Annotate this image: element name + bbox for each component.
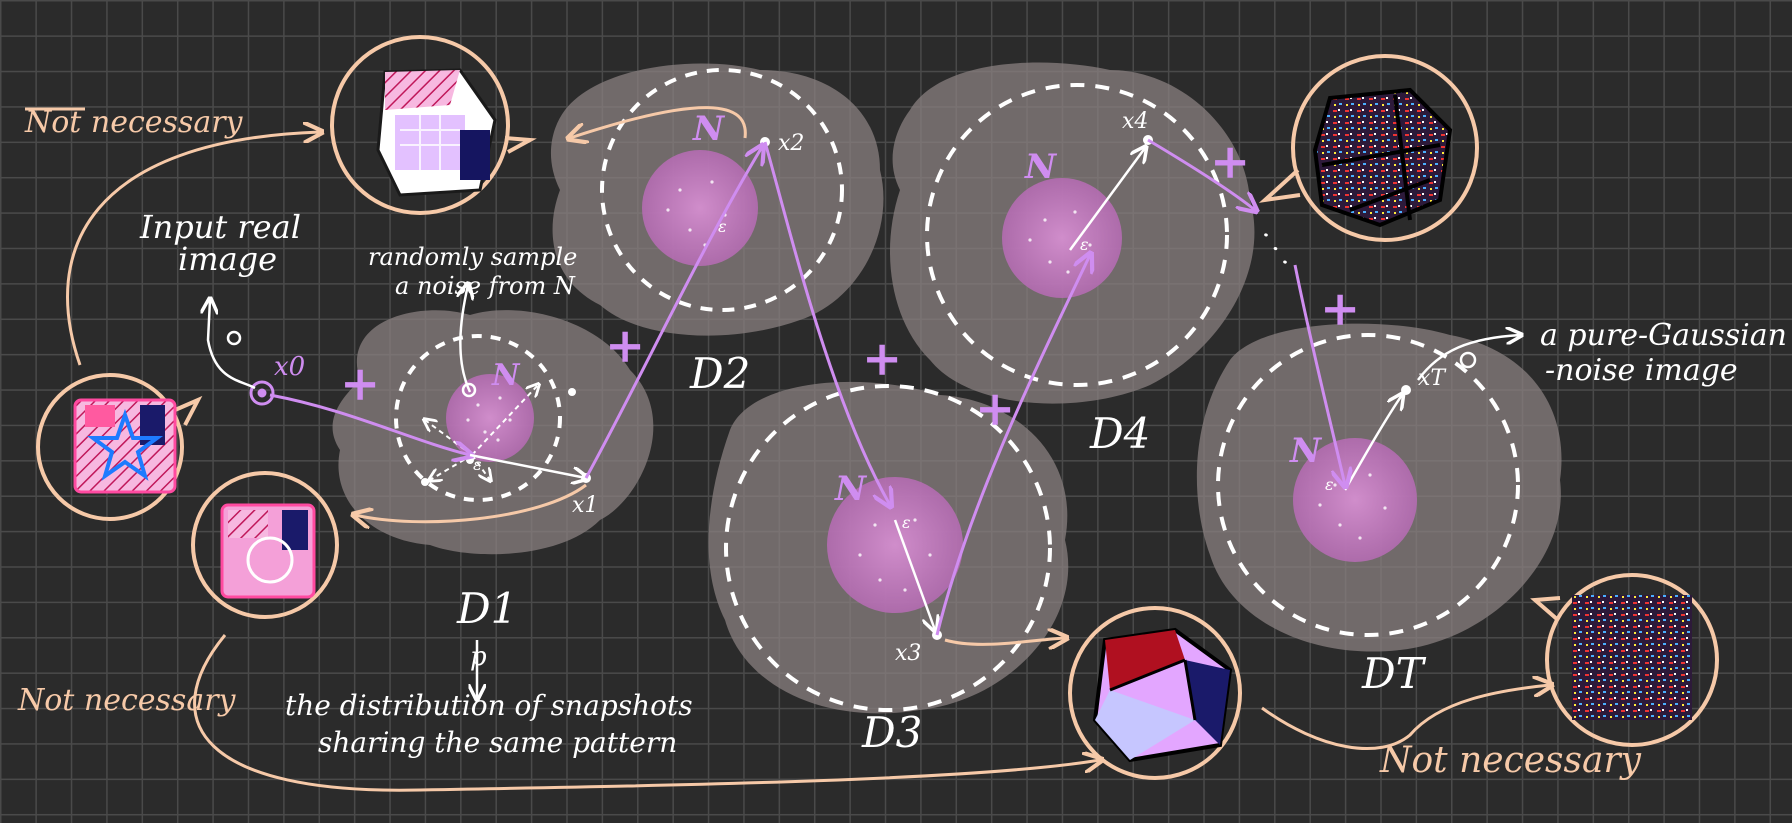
x4-label: x4 xyxy=(1122,109,1148,134)
d3-noise-blob xyxy=(827,477,963,613)
snapshot-image-icon xyxy=(1092,627,1233,763)
bubble-top-right-snapshot xyxy=(1258,54,1479,242)
d1-label: D1 xyxy=(456,584,517,633)
xt-point xyxy=(1401,385,1411,395)
plus-1: + xyxy=(340,356,380,412)
plus-3: + xyxy=(862,331,902,387)
d3-noise-label: N xyxy=(834,469,868,509)
annotation-arrows xyxy=(208,285,1520,698)
distribution-line2: sharing the same pattern xyxy=(318,726,677,759)
peach-connectors xyxy=(25,106,1550,792)
d4-epsilon: ε xyxy=(1080,235,1089,254)
p-label: p xyxy=(470,642,487,672)
d2-label: D2 xyxy=(689,349,750,398)
not-necessary-left: Not necessary xyxy=(17,683,237,718)
d2-epsilon: ε xyxy=(718,217,727,236)
dt-label: DT xyxy=(1361,649,1427,698)
distribution-dt: N ε xT DT xyxy=(1196,323,1562,698)
plus-2: + xyxy=(605,318,645,374)
forward-trajectory xyxy=(249,138,1345,635)
ellipsis: · · · xyxy=(1251,224,1299,275)
x2-label: x2 xyxy=(778,131,804,156)
d4-noise-label: N xyxy=(1024,147,1058,187)
distribution-d3: N ε x3 D3 xyxy=(708,381,1069,757)
bubble-left-snapshot xyxy=(191,471,339,619)
d2-noise-label: N xyxy=(692,109,726,149)
d3-label: D3 xyxy=(861,708,922,757)
x0-point xyxy=(249,380,275,406)
d1-noise-blob xyxy=(446,374,534,462)
randomly-sample-line1: randomly sample xyxy=(368,243,577,271)
annotations: Not necessary Input real image randomly … xyxy=(17,105,1787,781)
bubble-top-snapshot xyxy=(330,35,537,215)
d1-dashed-ring xyxy=(394,334,562,502)
d2-dashed-ring xyxy=(600,68,844,312)
not-necessary-bottom: Not necessary xyxy=(1379,740,1642,781)
input-real-image-line1: Input real xyxy=(139,208,301,246)
d4-label: D4 xyxy=(1089,409,1150,458)
d4-dashed-ring xyxy=(925,83,1229,387)
pure-gaussian-line1: a pure-Gaussian xyxy=(1540,318,1787,353)
bubble-input-image xyxy=(36,373,203,521)
not-necessary-top: Not necessary xyxy=(24,105,244,140)
x0-label: x0 xyxy=(274,352,305,382)
bubble-bottom-snapshot xyxy=(1068,606,1242,780)
d1-noise-label: N xyxy=(491,358,521,393)
xt-label: xT xyxy=(1418,366,1447,391)
d1-epsilon: ε xyxy=(473,455,482,474)
pure-gaussian-line2: -noise image xyxy=(1545,353,1738,388)
input-real-image-line2: image xyxy=(178,240,277,278)
dt-noise-label: N xyxy=(1289,431,1323,471)
distribution-line1: the distribution of snapshots xyxy=(285,689,693,722)
bubble-noise-image xyxy=(1530,573,1719,747)
dt-dashed-ring xyxy=(1216,333,1520,637)
snapshot-image-icon xyxy=(1312,87,1453,228)
d3-dashed-ring xyxy=(724,384,1052,712)
plus-5: + xyxy=(1210,134,1250,190)
snapshot-image-icon xyxy=(220,503,316,599)
noise-image-icon xyxy=(1572,595,1692,720)
d3-epsilon: ε xyxy=(902,513,911,532)
dt-epsilon: ε xyxy=(1325,475,1334,494)
dt-noise-blob xyxy=(1293,438,1417,562)
plus-signs: + + + + + + xyxy=(340,134,1360,437)
d4-noise-blob xyxy=(1002,178,1122,298)
plus-4: + xyxy=(975,381,1015,437)
randomly-sample-line2: a noise from N xyxy=(395,272,576,300)
x1-label: x1 xyxy=(572,493,598,518)
star-image-icon xyxy=(73,398,177,494)
plus-6: + xyxy=(1320,281,1360,337)
d2-noise-blob xyxy=(642,150,758,266)
x3-label: x3 xyxy=(895,641,921,666)
snapshot-image-icon xyxy=(376,68,497,197)
